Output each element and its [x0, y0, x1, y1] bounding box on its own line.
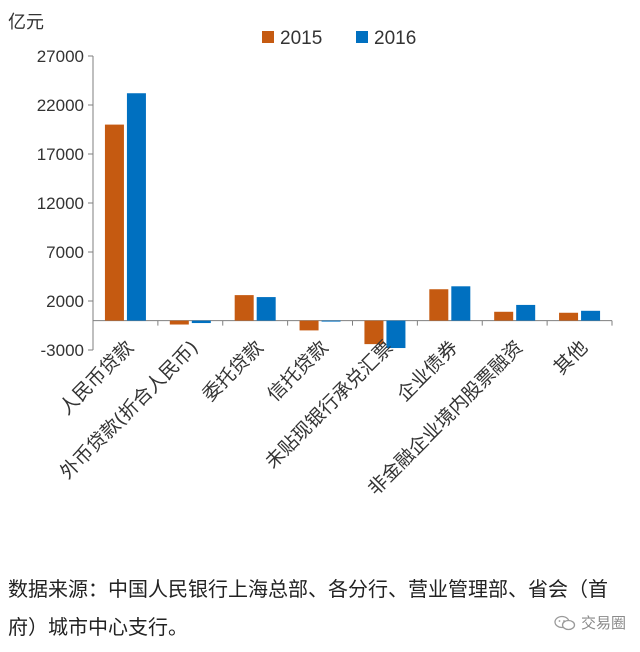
y-tick-label: 2000: [46, 292, 84, 311]
y-tick-label: 7000: [46, 243, 84, 262]
bar-2016-0: [126, 93, 146, 321]
watermark: 交易圈: [554, 612, 626, 633]
bar-2015-5: [429, 289, 449, 321]
bar-2016-2: [256, 297, 276, 321]
bar-2015-7: [559, 312, 579, 321]
bar-2015-4: [364, 320, 384, 345]
y-axis-unit-label: 亿元: [8, 12, 44, 33]
x-category-label: 委托贷款: [198, 337, 267, 406]
bar-2016-7: [581, 310, 601, 321]
legend-swatch-2015: [262, 31, 274, 43]
source-note: 数据来源：中国人民银行上海总部、各分行、营业管理部、省会（首府）城市中心支行。: [8, 577, 608, 639]
x-category-label: 未贴现银行承兑汇票: [261, 337, 397, 473]
watermark-text: 交易圈: [580, 614, 626, 632]
y-tick-label: -3000: [41, 341, 84, 360]
bar-2016-5: [451, 286, 471, 321]
legend-label-2016: 2016: [374, 28, 416, 49]
legend-swatch-2016: [356, 31, 368, 43]
bar-chart: 亿元-30002000700012000170002200027000人民币贷款…: [8, 12, 613, 500]
bar-2016-1: [191, 320, 211, 324]
bar-2015-6: [494, 311, 514, 321]
y-tick-label: 22000: [37, 96, 84, 115]
y-tick-label: 12000: [37, 194, 84, 213]
legend-label-2015: 2015: [280, 28, 322, 49]
bar-2015-3: [299, 320, 319, 331]
bar-2016-6: [516, 304, 536, 321]
bar-2016-3: [321, 320, 341, 322]
bar-2016-4: [386, 320, 406, 349]
bar-2015-2: [234, 295, 254, 321]
y-tick-label: 27000: [37, 47, 84, 66]
wechat-icon: [554, 615, 576, 630]
bar-2015-0: [104, 124, 124, 321]
y-tick-label: 17000: [37, 145, 84, 164]
x-category-label: 其他: [550, 337, 592, 379]
bar-2015-1: [169, 320, 189, 325]
